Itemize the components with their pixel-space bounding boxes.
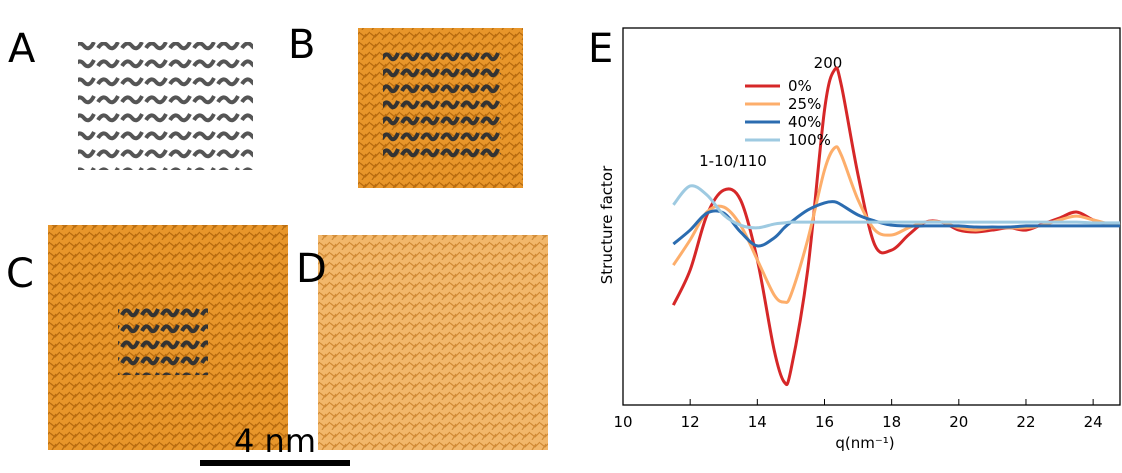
- x-tick-label: 22: [1016, 413, 1035, 431]
- x-tick-label: 18: [882, 413, 901, 431]
- molecule-core-b: [383, 52, 501, 164]
- panel-images: [48, 28, 548, 466]
- panel-label: B: [288, 22, 315, 68]
- x-tick-label: 20: [949, 413, 968, 431]
- legend-label: 0%: [788, 77, 812, 95]
- legend-label: 40%: [788, 113, 821, 131]
- x-tick-label: 16: [815, 413, 834, 431]
- molecule-image-d: [318, 235, 548, 450]
- series-line: [672, 184, 1120, 230]
- y-axis-label: Structure factor: [598, 165, 616, 284]
- panel-label: E: [588, 26, 613, 72]
- legend-label: 25%: [788, 95, 821, 113]
- panel-label: C: [6, 251, 34, 297]
- annotation: 1-10/110: [699, 152, 767, 170]
- panel-label: A: [8, 26, 36, 72]
- panel-label: D: [296, 246, 327, 292]
- molecule-image-a: [78, 42, 253, 170]
- x-axis-label: q(nm⁻¹): [835, 434, 894, 452]
- plot-frame: [622, 27, 1121, 406]
- x-tick-label: 12: [681, 413, 700, 431]
- x-tick-label: 10: [613, 413, 632, 431]
- x-tick-label: 14: [748, 413, 767, 431]
- scale-bar-label: 4 nm: [234, 422, 316, 460]
- molecule-core-c: [118, 305, 208, 375]
- x-tick-label: 24: [1084, 413, 1103, 431]
- legend-label: 100%: [788, 131, 831, 149]
